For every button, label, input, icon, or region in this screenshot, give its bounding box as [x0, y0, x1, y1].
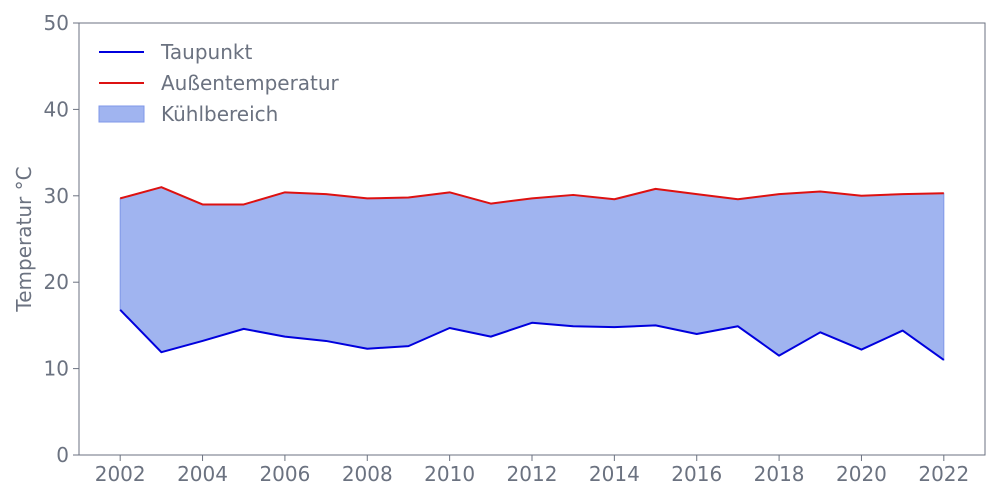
legend-swatch [98, 105, 145, 123]
y-tick-label: 50 [44, 11, 69, 35]
x-axis: 2002 2004 2006 2008 2010 2012 2014 2016 2018 2020… [95, 455, 969, 486]
series-line-1 [119, 186, 944, 206]
fill-area [119, 186, 945, 361]
x-tick-label: 2004 [177, 462, 228, 486]
y-axis-title: Temperatur °C [12, 166, 36, 312]
fill-layer [119, 186, 945, 361]
x-tick-label: 2014 [589, 462, 640, 486]
x-tick-label: 2022 [918, 462, 969, 486]
y-tick-label: 0 [56, 443, 69, 467]
x-tick-label: 2020 [836, 462, 887, 486]
x-tick-label: 2012 [507, 462, 558, 486]
y-tick-label: 30 [44, 184, 69, 208]
legend-label: Kühlbereich [161, 102, 278, 126]
legend: Taupunkt Außentemperatur Kühlbereich [98, 40, 340, 126]
legend-label: Taupunkt [160, 40, 252, 64]
series-line-0 [119, 309, 945, 361]
x-tick-label: 2010 [424, 462, 475, 486]
x-tick-label: 2016 [671, 462, 722, 486]
y-tick-label: 20 [44, 270, 69, 294]
series-layer [119, 186, 945, 361]
y-axis: 0 10 20 30 40 50 [44, 11, 79, 467]
y-tick-label: 10 [44, 357, 69, 381]
legend-label: Außentemperatur [161, 71, 340, 95]
x-tick-label: 2002 [95, 462, 146, 486]
y-tick-label: 40 [44, 97, 69, 121]
x-tick-label: 2008 [342, 462, 393, 486]
x-tick-label: 2018 [754, 462, 805, 486]
x-tick-label: 2006 [259, 462, 310, 486]
